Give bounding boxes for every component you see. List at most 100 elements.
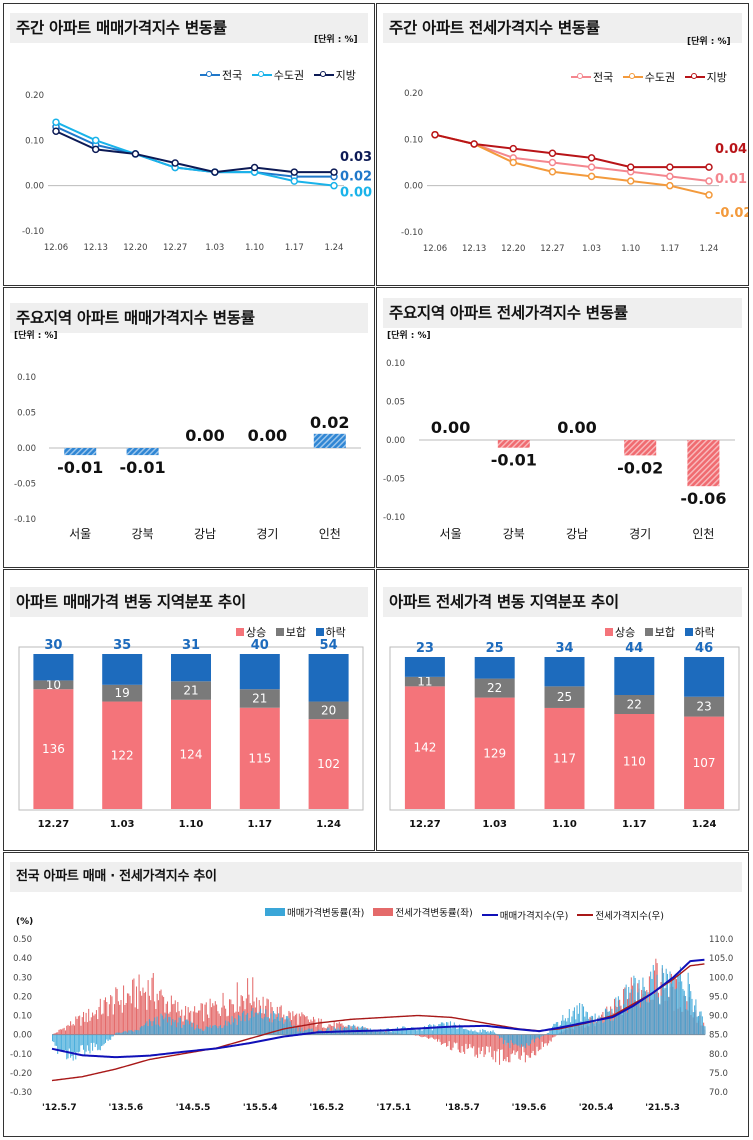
- sale-rate-bar: [88, 1034, 90, 1051]
- bar-value-label: 0.00: [557, 418, 596, 437]
- sale-rate-bar: [464, 1029, 466, 1035]
- jeonse-rate-bar: [94, 1014, 96, 1035]
- legend-label: 하락: [325, 626, 346, 639]
- sale-rate-bar: [271, 1022, 273, 1035]
- jeonse-rate-bar: [471, 1034, 473, 1049]
- sale-rate-bar: [687, 972, 689, 1035]
- segment-value-label: 21: [183, 684, 198, 698]
- jeonse-rate-bar: [110, 995, 112, 1035]
- sale-rate-bar: [125, 1031, 127, 1035]
- jeonse-rate-bar: [553, 1034, 555, 1038]
- sale-rate-bar: [228, 1022, 231, 1035]
- sale-rate-bar: [222, 1027, 224, 1035]
- sale-rate-bar: [292, 1027, 294, 1035]
- sale-rate-bar: [86, 1034, 88, 1046]
- jeonse-rate-bar: [477, 1034, 479, 1058]
- sale-rate-bar: [179, 1017, 181, 1035]
- sale-rate-bar: [683, 990, 685, 1035]
- jeonse-rate-bar: [315, 1026, 317, 1035]
- sale-rate-bar: [210, 1027, 212, 1035]
- sale-rate-bar: [603, 1021, 605, 1035]
- category-label: 강남: [566, 527, 588, 541]
- data-point: [431, 130, 439, 139]
- jeonse-rate-bar: [150, 1000, 152, 1035]
- sale-rate-bar: [386, 1028, 388, 1035]
- stack-segment: [33, 689, 74, 809]
- end-value-label: -0.02: [715, 206, 749, 221]
- sale-rate-bar: [161, 1015, 163, 1035]
- sale-rate-bar: [495, 1033, 497, 1035]
- bar: [64, 448, 97, 456]
- legend-swatch: [577, 914, 594, 916]
- sale-rate-bar: [261, 1017, 263, 1035]
- x-tick-label: '12.5.7: [42, 1103, 77, 1113]
- jeonse-rate-bar: [539, 1034, 541, 1050]
- legend-item-rise: 상승: [236, 624, 266, 640]
- jeonse-rate-bar: [212, 1003, 214, 1035]
- jeonse-rate-bar: [301, 1012, 303, 1035]
- sale-rate-bar: [240, 1020, 242, 1035]
- sale-rate-bar: [479, 1029, 481, 1035]
- stack-segment: [474, 678, 515, 698]
- series-line: [55, 130, 334, 174]
- jeonse-rate-bar: [195, 1012, 197, 1035]
- sale-rate-bar: [638, 979, 640, 1035]
- data-point: [548, 168, 557, 176]
- sale-rate-bar: [104, 1034, 107, 1043]
- sale-rate-bar: [248, 1020, 250, 1035]
- sale-rate-bar: [263, 1017, 265, 1035]
- sale-rate-bar: [431, 1030, 433, 1035]
- sale-rate-bar: [323, 1031, 325, 1035]
- legend-swatch: [373, 908, 394, 916]
- sale-rate-bar: [493, 1032, 495, 1035]
- bar-value-label: 0.00: [431, 418, 470, 437]
- sale-rate-bar: [548, 1032, 550, 1035]
- jeonse-rate-bar: [309, 1022, 311, 1035]
- category-label: 12.27: [38, 819, 70, 830]
- jeonse-rate-bar: [107, 1016, 109, 1035]
- bar: [126, 448, 159, 456]
- sale-rate-bar: [94, 1034, 96, 1047]
- sale-rate-bar: [407, 1027, 409, 1035]
- sale-rate-bar: [58, 1034, 60, 1050]
- sale-rate-bar: [635, 1005, 637, 1035]
- sale-rate-bar: [502, 1034, 504, 1045]
- sale-rate-bar: [443, 1023, 445, 1035]
- jeonse-rate-bar: [452, 1034, 454, 1048]
- sale-rate-bar: [447, 1022, 449, 1035]
- sale-rate-bar: [477, 1032, 479, 1035]
- sale-rate-bar: [141, 1026, 143, 1035]
- jeonse-rate-bar: [424, 1034, 426, 1037]
- category-label: 인천: [319, 526, 341, 541]
- sale-rate-bar: [558, 1026, 560, 1035]
- jeonse-rate-bar: [329, 1024, 331, 1035]
- category-label: 1.24: [316, 819, 341, 830]
- legend-label: 지방: [706, 71, 727, 84]
- jeonse-rate-bar: [341, 1023, 343, 1035]
- legend-item-jeonse-index: 전세가격지수(우): [577, 908, 664, 922]
- jeonse-rate-bar: [176, 1012, 178, 1035]
- sale-rate-bar: [197, 1028, 200, 1035]
- jeonse-rate-bar: [88, 1008, 90, 1035]
- sale-rate-bar: [192, 1022, 194, 1035]
- national-trend-panel: 전국 아파트 매매 · 전세가격지수 추이 (%) 매매가격변동률(좌) 전세가…: [3, 852, 749, 1137]
- data-point: [626, 163, 635, 171]
- sale-rate-bar: [594, 1013, 596, 1035]
- sale-rate-bar: [606, 1009, 608, 1035]
- sale-rate-bar: [601, 1016, 603, 1035]
- legend-item-prov: 지방: [684, 69, 727, 85]
- x-tick-label: 12.20: [123, 243, 147, 253]
- sale-rate-bar: [524, 1034, 526, 1049]
- sale-rate-bar: [385, 1032, 387, 1035]
- sale-rate-bar: [576, 1005, 578, 1035]
- chart-legend: 매매가격변동률(좌) 전세가격변동률(좌) 매매가격지수(우) 전세가격지수(우…: [259, 905, 664, 922]
- data-point: [52, 118, 60, 126]
- sale-rate-bar: [522, 1034, 524, 1047]
- legend-item-flat: 보합: [644, 624, 675, 640]
- sale-rate-bar: [195, 1028, 197, 1035]
- data-point: [290, 168, 299, 176]
- jeonse-rate-bar: [67, 1024, 69, 1035]
- jeonse-rate-bar: [537, 1034, 539, 1052]
- legend-swatch: [684, 73, 705, 79]
- jeonse-rate-bar: [116, 988, 118, 1035]
